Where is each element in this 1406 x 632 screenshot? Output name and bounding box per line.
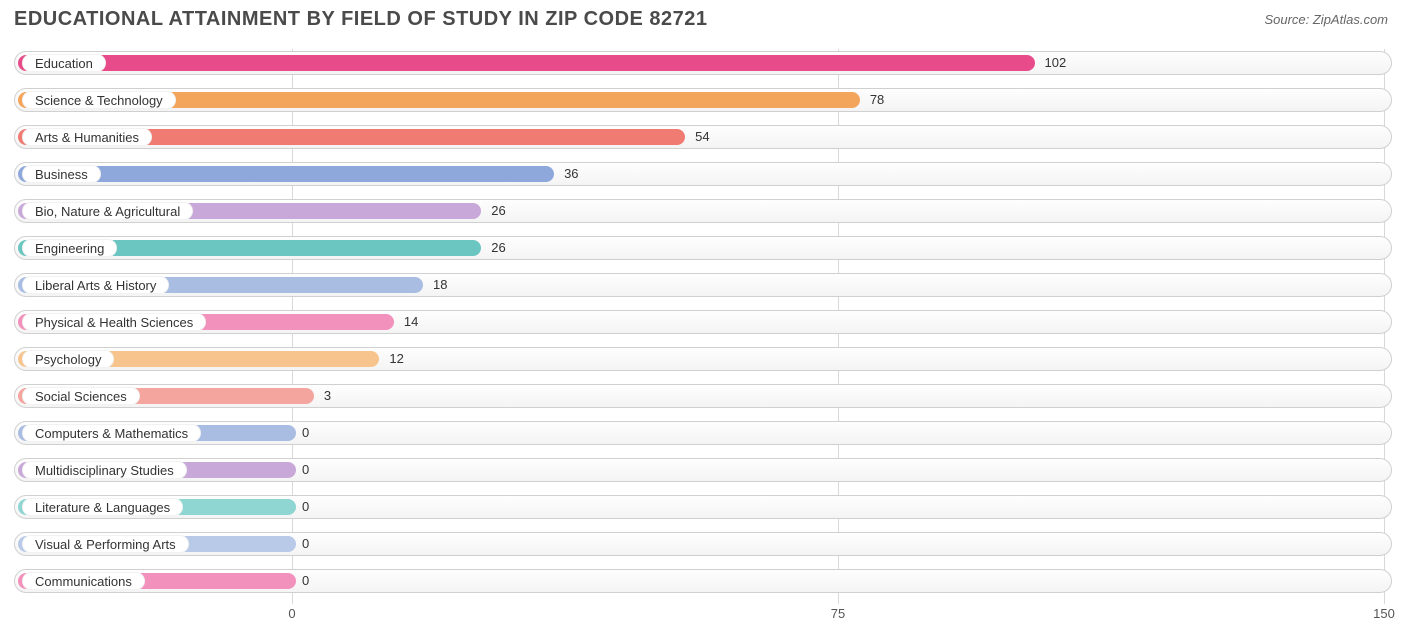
category-pill: Psychology bbox=[22, 350, 114, 368]
bar-row: Visual & Performing Arts 0 bbox=[14, 526, 1392, 563]
chart-plot: Education 102 Science & Technology 78 Arts &… bbox=[14, 45, 1392, 600]
value-label: 0 bbox=[302, 572, 309, 590]
bar-row: Psychology 12 bbox=[14, 341, 1392, 378]
bar-row: Education 102 bbox=[14, 45, 1392, 82]
x-axis: 0 75 150 bbox=[14, 602, 1392, 630]
value-label: 36 bbox=[564, 165, 578, 183]
bar-fill bbox=[18, 55, 1035, 71]
category-pill: Visual & Performing Arts bbox=[22, 535, 189, 553]
bar-row: Bio, Nature & Agricultural 26 bbox=[14, 193, 1392, 230]
value-label: 14 bbox=[404, 313, 418, 331]
bar-row: Arts & Humanities 54 bbox=[14, 119, 1392, 156]
value-label: 78 bbox=[870, 91, 884, 109]
bar-row: Literature & Languages 0 bbox=[14, 489, 1392, 526]
value-label: 26 bbox=[491, 239, 505, 257]
bar-row: Business 36 bbox=[14, 156, 1392, 193]
value-label: 12 bbox=[389, 350, 403, 368]
category-pill: Multidisciplinary Studies bbox=[22, 461, 187, 479]
value-label: 0 bbox=[302, 498, 309, 516]
category-pill: Literature & Languages bbox=[22, 498, 183, 516]
category-pill: Liberal Arts & History bbox=[22, 276, 169, 294]
category-pill: Bio, Nature & Agricultural bbox=[22, 202, 193, 220]
chart-area: Education 102 Science & Technology 78 Arts &… bbox=[0, 35, 1406, 630]
chart-source: Source: ZipAtlas.com bbox=[1264, 8, 1388, 27]
value-label: 54 bbox=[695, 128, 709, 146]
x-tick: 0 bbox=[288, 606, 295, 621]
bar-row: Multidisciplinary Studies 0 bbox=[14, 452, 1392, 489]
x-tick: 75 bbox=[831, 606, 845, 621]
category-pill: Science & Technology bbox=[22, 91, 176, 109]
category-pill: Engineering bbox=[22, 239, 117, 257]
bar-row: Computers & Mathematics 0 bbox=[14, 415, 1392, 452]
category-pill: Communications bbox=[22, 572, 145, 590]
x-tick: 150 bbox=[1373, 606, 1395, 621]
category-pill: Social Sciences bbox=[22, 387, 140, 405]
value-label: 18 bbox=[433, 276, 447, 294]
value-label: 3 bbox=[324, 387, 331, 405]
value-label: 0 bbox=[302, 461, 309, 479]
bar-row: Engineering 26 bbox=[14, 230, 1392, 267]
category-pill: Arts & Humanities bbox=[22, 128, 152, 146]
value-label: 102 bbox=[1045, 54, 1067, 72]
value-label: 0 bbox=[302, 535, 309, 553]
bar-row: Physical & Health Sciences 14 bbox=[14, 304, 1392, 341]
bar-row: Communications 0 bbox=[14, 563, 1392, 600]
bar-row: Liberal Arts & History 18 bbox=[14, 267, 1392, 304]
value-label: 26 bbox=[491, 202, 505, 220]
category-pill: Education bbox=[22, 54, 106, 72]
chart-title: EDUCATIONAL ATTAINMENT BY FIELD OF STUDY… bbox=[14, 8, 708, 31]
value-label: 0 bbox=[302, 424, 309, 442]
bar-row: Social Sciences 3 bbox=[14, 378, 1392, 415]
category-pill: Business bbox=[22, 165, 101, 183]
category-pill: Physical & Health Sciences bbox=[22, 313, 206, 331]
bar-row: Science & Technology 78 bbox=[14, 82, 1392, 119]
chart-header: EDUCATIONAL ATTAINMENT BY FIELD OF STUDY… bbox=[0, 0, 1406, 35]
category-pill: Computers & Mathematics bbox=[22, 424, 201, 442]
